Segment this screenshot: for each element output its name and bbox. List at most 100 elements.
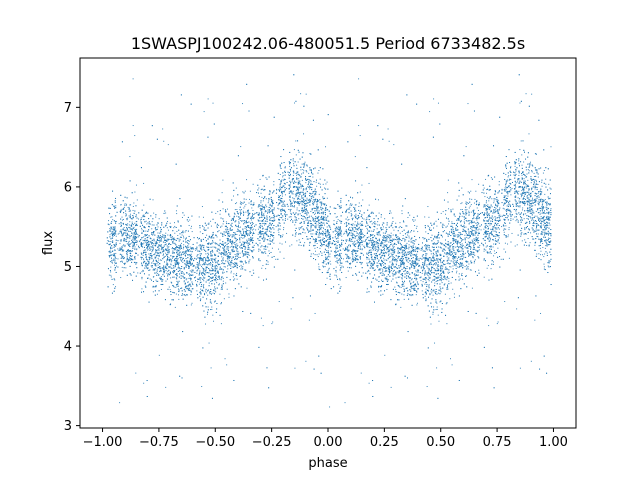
data-point bbox=[236, 259, 238, 261]
data-point bbox=[494, 209, 496, 211]
data-point bbox=[330, 263, 332, 265]
data-point bbox=[505, 210, 507, 212]
data-point bbox=[533, 183, 535, 185]
data-point bbox=[327, 250, 329, 252]
data-point bbox=[548, 261, 550, 263]
data-point bbox=[340, 231, 342, 233]
data-point bbox=[392, 253, 394, 255]
data-point bbox=[247, 238, 249, 240]
data-point bbox=[169, 258, 171, 260]
data-point bbox=[338, 229, 340, 231]
data-point bbox=[266, 226, 268, 228]
data-point bbox=[340, 229, 342, 231]
data-point bbox=[505, 234, 507, 236]
data-point bbox=[289, 165, 291, 167]
data-point bbox=[258, 187, 260, 189]
data-point bbox=[313, 207, 315, 209]
data-point bbox=[461, 215, 463, 217]
data-point bbox=[472, 257, 474, 259]
data-point bbox=[184, 252, 186, 254]
data-point bbox=[132, 205, 134, 207]
data-point bbox=[466, 236, 468, 238]
data-point bbox=[165, 265, 167, 267]
data-point bbox=[319, 247, 321, 249]
data-point bbox=[435, 264, 437, 266]
data-point bbox=[518, 163, 520, 165]
data-point bbox=[517, 197, 519, 199]
data-point bbox=[268, 209, 270, 211]
data-point bbox=[549, 233, 551, 235]
data-point bbox=[179, 248, 181, 250]
data-point bbox=[435, 273, 437, 275]
data-point bbox=[249, 249, 251, 251]
data-point bbox=[205, 253, 207, 255]
data-point bbox=[335, 274, 337, 276]
data-point bbox=[145, 220, 147, 222]
data-point bbox=[196, 254, 198, 256]
data-point bbox=[263, 224, 265, 226]
data-point bbox=[373, 248, 375, 250]
data-point bbox=[433, 275, 435, 277]
data-point bbox=[240, 203, 242, 205]
data-point bbox=[531, 93, 533, 95]
data-point bbox=[385, 270, 387, 272]
data-point bbox=[315, 215, 317, 217]
data-point bbox=[507, 200, 509, 202]
data-point bbox=[515, 196, 517, 198]
data-point bbox=[220, 253, 222, 255]
data-point bbox=[544, 253, 546, 255]
data-point bbox=[537, 212, 539, 214]
data-point bbox=[158, 241, 160, 243]
data-point bbox=[423, 238, 425, 240]
data-point bbox=[169, 222, 171, 224]
data-point bbox=[366, 231, 368, 233]
data-point bbox=[387, 284, 388, 286]
data-point bbox=[281, 210, 283, 212]
data-point bbox=[387, 248, 389, 250]
data-point bbox=[190, 279, 192, 281]
data-point bbox=[151, 221, 153, 223]
data-point bbox=[283, 191, 285, 193]
data-point bbox=[534, 188, 536, 190]
data-point bbox=[196, 272, 198, 274]
data-point bbox=[547, 222, 549, 224]
data-point bbox=[264, 228, 266, 230]
data-point bbox=[170, 277, 172, 279]
data-point bbox=[131, 228, 133, 230]
data-point bbox=[125, 230, 127, 232]
data-point bbox=[257, 206, 259, 208]
data-point bbox=[157, 222, 159, 224]
data-point bbox=[340, 221, 342, 223]
data-point bbox=[278, 248, 280, 250]
data-point bbox=[440, 268, 442, 270]
data-point bbox=[473, 202, 475, 204]
data-point bbox=[420, 267, 422, 269]
data-point bbox=[492, 246, 494, 248]
data-point bbox=[518, 171, 520, 173]
data-point bbox=[371, 220, 373, 222]
data-point bbox=[507, 234, 509, 236]
data-point bbox=[311, 215, 313, 217]
data-point bbox=[471, 228, 473, 230]
data-point bbox=[440, 280, 442, 282]
data-point bbox=[302, 197, 304, 199]
data-point bbox=[515, 212, 517, 214]
data-point bbox=[393, 246, 395, 248]
data-point bbox=[349, 204, 351, 206]
data-point bbox=[540, 212, 542, 214]
data-point bbox=[347, 249, 349, 251]
data-point bbox=[336, 251, 337, 253]
data-point bbox=[232, 235, 234, 237]
data-point bbox=[546, 245, 548, 247]
data-point bbox=[440, 291, 442, 293]
data-point bbox=[129, 235, 131, 237]
data-point bbox=[231, 258, 233, 260]
data-point bbox=[467, 249, 469, 251]
data-point bbox=[306, 171, 308, 173]
data-point bbox=[534, 192, 536, 194]
data-point bbox=[532, 186, 534, 188]
data-point bbox=[521, 232, 523, 234]
data-point bbox=[272, 235, 273, 237]
data-point bbox=[268, 212, 270, 214]
data-point bbox=[467, 237, 469, 239]
